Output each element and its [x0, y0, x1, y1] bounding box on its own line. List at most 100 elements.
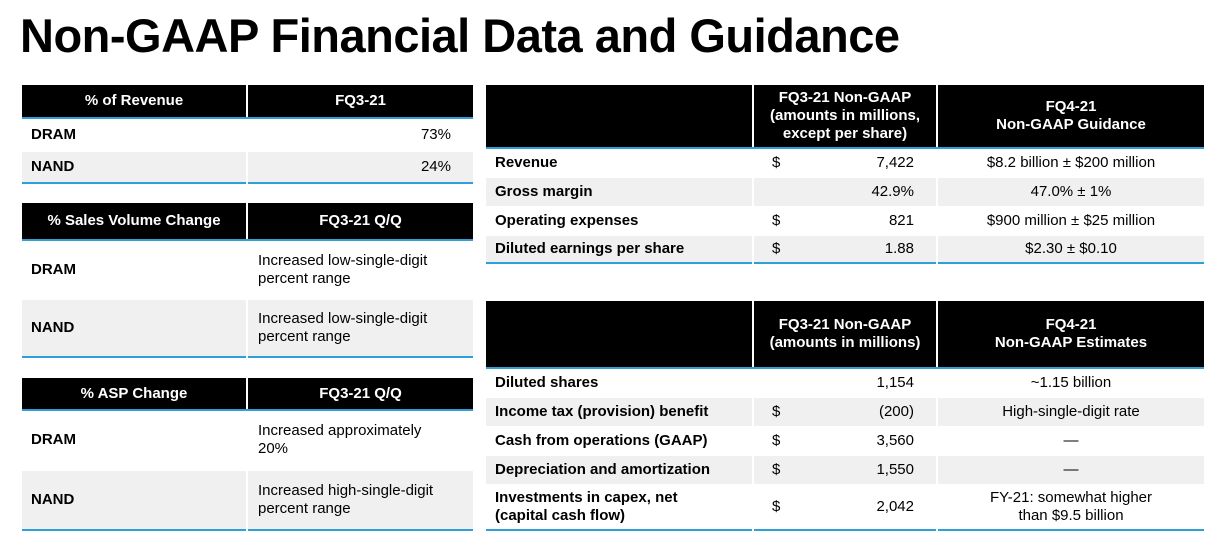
- row-value: 24%: [247, 151, 473, 184]
- row-label: Depreciation and amortization: [486, 455, 754, 485]
- row-label: Investments in capex, net (capital cash …: [486, 484, 754, 531]
- outlook-cell: —: [937, 455, 1204, 485]
- currency-sign: $: [772, 239, 781, 257]
- left-table: % Sales Volume Change FQ3-21 Q/Q DRAM Incre…: [22, 203, 473, 358]
- row-label: NAND: [22, 470, 248, 531]
- amount: $821: [754, 212, 936, 230]
- amount: $7,422: [754, 154, 936, 172]
- outlook-cell: —: [937, 426, 1204, 456]
- table-row: Income tax (provision) benefit $ (200) High…: [486, 397, 1204, 427]
- table-row: Revenue $7,422 $8.2 billion ± $200 million: [486, 148, 1204, 178]
- left-table: % ASP Change FQ3-21 Q/Q DRAM Increased appr…: [22, 378, 473, 531]
- amount-value: 1,550: [876, 460, 914, 478]
- table-row: NAND 24%: [22, 151, 473, 184]
- header-cell: % Sales Volume Change: [22, 203, 248, 241]
- table-row: NAND Increased low-single-digit percent r…: [22, 299, 473, 358]
- outlook-cell: $2.30 ± $0.10: [937, 235, 1204, 264]
- row-label: NAND: [22, 299, 248, 358]
- outlook-cell: 47.0% ± 1%: [937, 177, 1204, 207]
- currency-sign: $: [772, 460, 781, 478]
- currency-sign: $: [772, 211, 781, 229]
- header-cell: % of Revenue: [22, 85, 248, 119]
- amount-cell: $ (200): [753, 397, 938, 427]
- header-cell: FQ3-21 Q/Q: [247, 378, 473, 411]
- header-cell: FQ3-21 Non-GAAP (amounts in millions, ex…: [753, 85, 938, 149]
- header-cell: FQ3-21: [247, 85, 473, 119]
- header-row: FQ3-21 Non-GAAP (amounts in millions) FQ4…: [486, 301, 1204, 369]
- left-table: % of Revenue FQ3-21 DRAM 73% NAND 24%: [22, 85, 473, 184]
- outlook-cell: High-single-digit rate: [937, 397, 1204, 427]
- table-row: DRAM Increased low-single-digit percent r…: [22, 240, 473, 300]
- amount: $2,042: [754, 498, 936, 516]
- amount-cell: $821: [753, 206, 938, 236]
- currency-sign: $: [772, 153, 781, 171]
- header-cell: [486, 301, 754, 369]
- header-cell: [486, 85, 754, 149]
- table-row: DRAM Increased approximately 20%: [22, 410, 473, 471]
- amount: 1,154: [754, 374, 936, 392]
- row-label: DRAM: [22, 410, 248, 471]
- header-cell: FQ4-21 Non-GAAP Estimates: [937, 301, 1204, 369]
- row-label: Diluted earnings per share: [486, 235, 754, 264]
- amount-value: 1,154: [876, 373, 914, 391]
- table-row: Cash from operations (GAAP) $3,560—: [486, 426, 1204, 456]
- currency-sign: $: [772, 497, 781, 515]
- amount-cell: $2,042: [753, 484, 938, 531]
- outlook-cell: $900 million ± $25 million: [937, 206, 1204, 236]
- amount-value: (200): [878, 402, 914, 420]
- amount: $1,550: [754, 461, 936, 479]
- table-row: Gross margin 42.9% 47.0% ± 1%: [486, 177, 1204, 207]
- amount-cell: $1,550: [753, 455, 938, 485]
- header-row: FQ3-21 Non-GAAP (amounts in millions, ex…: [486, 85, 1204, 149]
- header-cell: FQ3-21 Non-GAAP (amounts in millions): [753, 301, 938, 369]
- row-value: Increased low-single-digit percent range: [247, 299, 473, 358]
- row-label: Income tax (provision) benefit: [486, 397, 754, 427]
- table-row: Diluted shares 1,154 ~1.15 billion: [486, 368, 1204, 398]
- right-table: FQ3-21 Non-GAAP (amounts in millions, ex…: [486, 85, 1204, 264]
- currency-sign: $: [772, 431, 781, 449]
- amount-value: 7,422: [876, 153, 914, 171]
- row-label: Revenue: [486, 148, 754, 178]
- amount-value: 42.9%: [871, 182, 914, 200]
- row-value: Increased low-single-digit percent range: [247, 240, 473, 300]
- row-label: DRAM: [22, 240, 248, 300]
- header-cell: FQ4-21 Non-GAAP Guidance: [937, 85, 1204, 149]
- outlook-cell: $8.2 billion ± $200 million: [937, 148, 1204, 178]
- table-row: Diluted earnings per share $1.88 $2.30 ± $…: [486, 235, 1204, 264]
- amount-cell: 1,154: [753, 368, 938, 398]
- row-value: Increased approximately 20%: [247, 410, 473, 471]
- row-label: Diluted shares: [486, 368, 754, 398]
- row-label: Operating expenses: [486, 206, 754, 236]
- outlook-cell: ~1.15 billion: [937, 368, 1204, 398]
- header-row: % of Revenue FQ3-21: [22, 85, 473, 119]
- amount-cell: $1.88: [753, 235, 938, 264]
- table-row: Operating expenses $821 $900 million ± $25…: [486, 206, 1204, 236]
- row-label: Gross margin: [486, 177, 754, 207]
- table-row: DRAM 73%: [22, 118, 473, 152]
- table-row: NAND Increased high-single-digit percent …: [22, 470, 473, 531]
- amount: $1.88: [754, 240, 936, 258]
- header-cell: FQ3-21 Q/Q: [247, 203, 473, 241]
- header-row: % Sales Volume Change FQ3-21 Q/Q: [22, 203, 473, 241]
- amount-value: 2,042: [876, 497, 914, 515]
- outlook-cell: FY-21: somewhat higher than $9.5 billion: [937, 484, 1204, 531]
- header-row: % ASP Change FQ3-21 Q/Q: [22, 378, 473, 411]
- header-cell: % ASP Change: [22, 378, 248, 411]
- row-label: Cash from operations (GAAP): [486, 426, 754, 456]
- amount-value: 3,560: [876, 431, 914, 449]
- row-value: 73%: [247, 118, 473, 152]
- amount-cell: $7,422: [753, 148, 938, 178]
- amount-cell: $3,560: [753, 426, 938, 456]
- row-label: DRAM: [22, 118, 248, 152]
- table-row: Investments in capex, net (capital cash …: [486, 484, 1204, 531]
- amount-value: 821: [888, 211, 914, 229]
- row-value: Increased high-single-digit percent rang…: [247, 470, 473, 531]
- row-label: NAND: [22, 151, 248, 184]
- currency-sign: $: [772, 402, 781, 420]
- amount: $ (200): [754, 403, 936, 421]
- table-row: Depreciation and amortization $1,550—: [486, 455, 1204, 485]
- amount-cell: 42.9%: [753, 177, 938, 207]
- amount-value: 1.88: [884, 239, 914, 257]
- amount: $3,560: [754, 432, 936, 450]
